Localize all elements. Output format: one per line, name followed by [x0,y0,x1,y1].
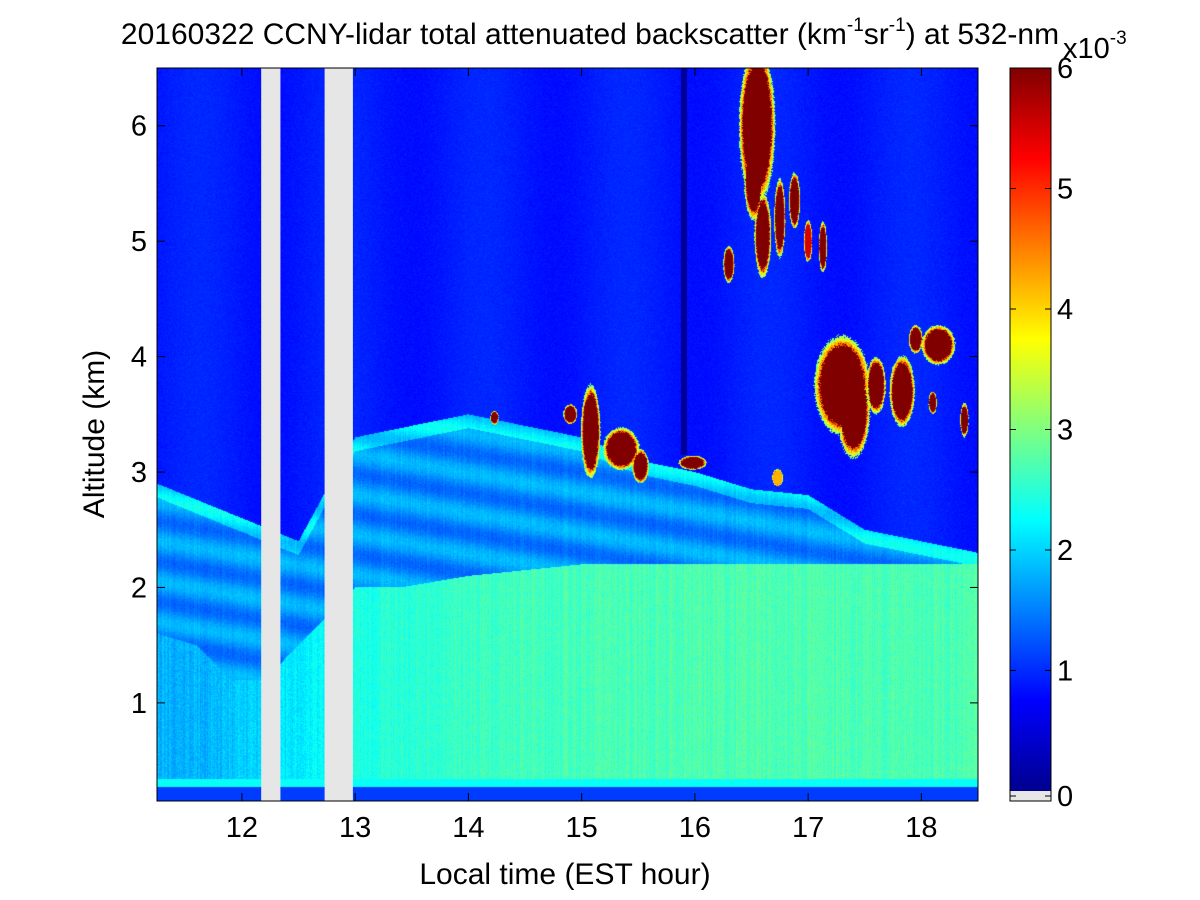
x-tick-label: 14 [452,812,484,844]
x-axis-label: Local time (EST hour) [419,858,710,891]
y-tick-label: 4 [131,342,147,374]
y-axis: 1 2 3 4 5 6 [131,111,978,720]
colorbar: 0 1 2 3 4 5 6 x10-3 [1009,28,1127,813]
colorbar-exponent-power: -3 [1110,28,1127,49]
colorbar-tick-label: 5 [1057,174,1073,206]
colorbar-tick-label: 6 [1057,53,1073,85]
missing-data-layer [261,68,353,801]
colorbar-tick-label: 4 [1057,294,1073,326]
x-axis: 12 13 14 15 16 17 18 [226,68,938,844]
missing-data-gap [261,68,281,801]
colorbar-tick-label: 1 [1057,656,1073,688]
y-tick-label: 1 [131,688,147,720]
colorbar-frame [1009,67,1052,802]
x-tick-label: 17 [792,812,824,844]
colorbar-exponent-base: x10 [1063,33,1110,65]
chart-title: 20160322 CCNY-lidar total attenuated bac… [121,15,1059,51]
heatmap-image [157,68,978,801]
colorbar-tick-label: 3 [1057,415,1073,447]
title-part: sr [864,18,889,51]
x-tick-label: 15 [566,812,598,844]
title-part: -1 [889,15,906,36]
x-tick-label: 16 [679,812,711,844]
y-tick-label: 2 [131,572,147,604]
colorbar-gradient [1010,68,1051,791]
x-tick-label: 18 [905,812,937,844]
colorbar-tick-label: 0 [1057,781,1073,813]
title-part: -1 [847,15,864,36]
colorbar-tick-label: 2 [1057,535,1073,567]
missing-data-gap [324,68,353,801]
title-part: 20160322 CCNY-lidar total attenuated bac… [121,18,847,51]
plot-frame [156,67,979,802]
y-tick-label: 5 [131,226,147,258]
x-tick-label: 12 [226,812,258,844]
y-tick-label: 6 [131,111,147,143]
colorbar-missing-swatch [1010,791,1051,801]
title-part: ) at 532-nm [906,18,1059,51]
colorbar-exponent: x10-3 [1063,28,1127,65]
y-axis-label: Altitude (km) [78,350,111,518]
colorbar-ticks: 0 1 2 3 4 5 6 [1010,53,1073,813]
y-tick-label: 3 [131,457,147,489]
x-tick-label: 13 [339,812,371,844]
